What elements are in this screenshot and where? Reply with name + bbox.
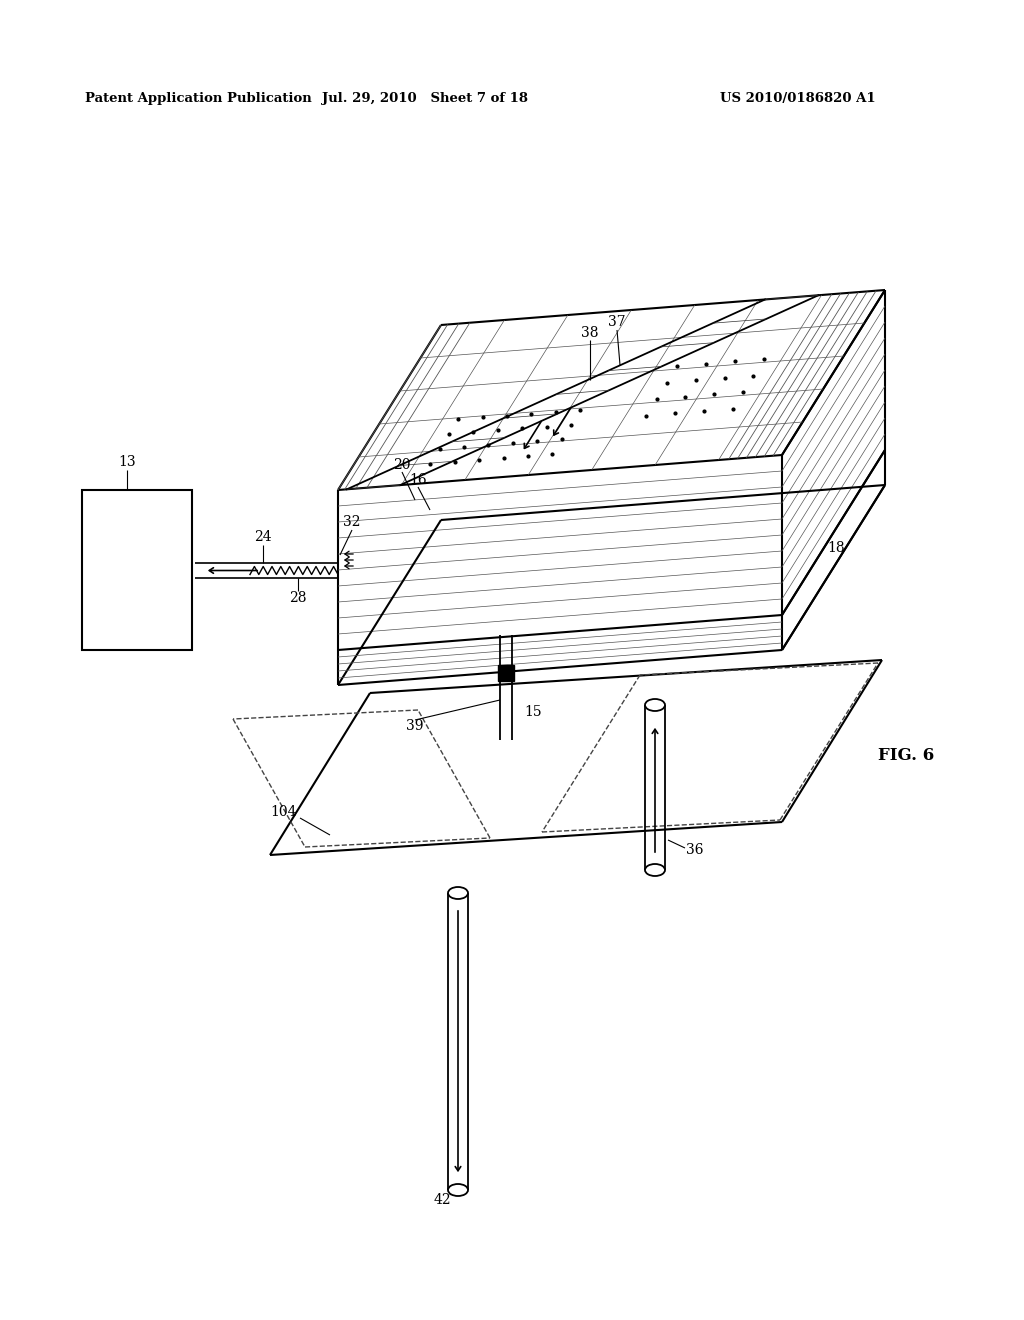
- Text: FIG. 6: FIG. 6: [878, 747, 934, 763]
- Text: 20: 20: [393, 458, 411, 473]
- Ellipse shape: [645, 700, 665, 711]
- Text: 42: 42: [433, 1193, 451, 1206]
- Ellipse shape: [449, 1184, 468, 1196]
- Text: US 2010/0186820 A1: US 2010/0186820 A1: [720, 92, 876, 106]
- Text: 37: 37: [608, 315, 626, 329]
- Text: 16: 16: [410, 473, 427, 487]
- Ellipse shape: [645, 865, 665, 876]
- Text: 24: 24: [254, 531, 271, 544]
- Text: 36: 36: [686, 843, 703, 857]
- Bar: [498, 665, 514, 681]
- Bar: [82, 490, 193, 649]
- Text: 13: 13: [118, 455, 136, 469]
- Text: 104: 104: [270, 805, 297, 818]
- Ellipse shape: [449, 887, 468, 899]
- Text: 15: 15: [524, 705, 542, 719]
- Text: 32: 32: [343, 515, 360, 529]
- Text: Patent Application Publication: Patent Application Publication: [85, 92, 311, 106]
- Text: 39: 39: [407, 719, 424, 733]
- Text: 28: 28: [289, 591, 307, 605]
- Text: Jul. 29, 2010   Sheet 7 of 18: Jul. 29, 2010 Sheet 7 of 18: [322, 92, 528, 106]
- Text: 18: 18: [827, 541, 845, 554]
- Text: 38: 38: [582, 326, 599, 341]
